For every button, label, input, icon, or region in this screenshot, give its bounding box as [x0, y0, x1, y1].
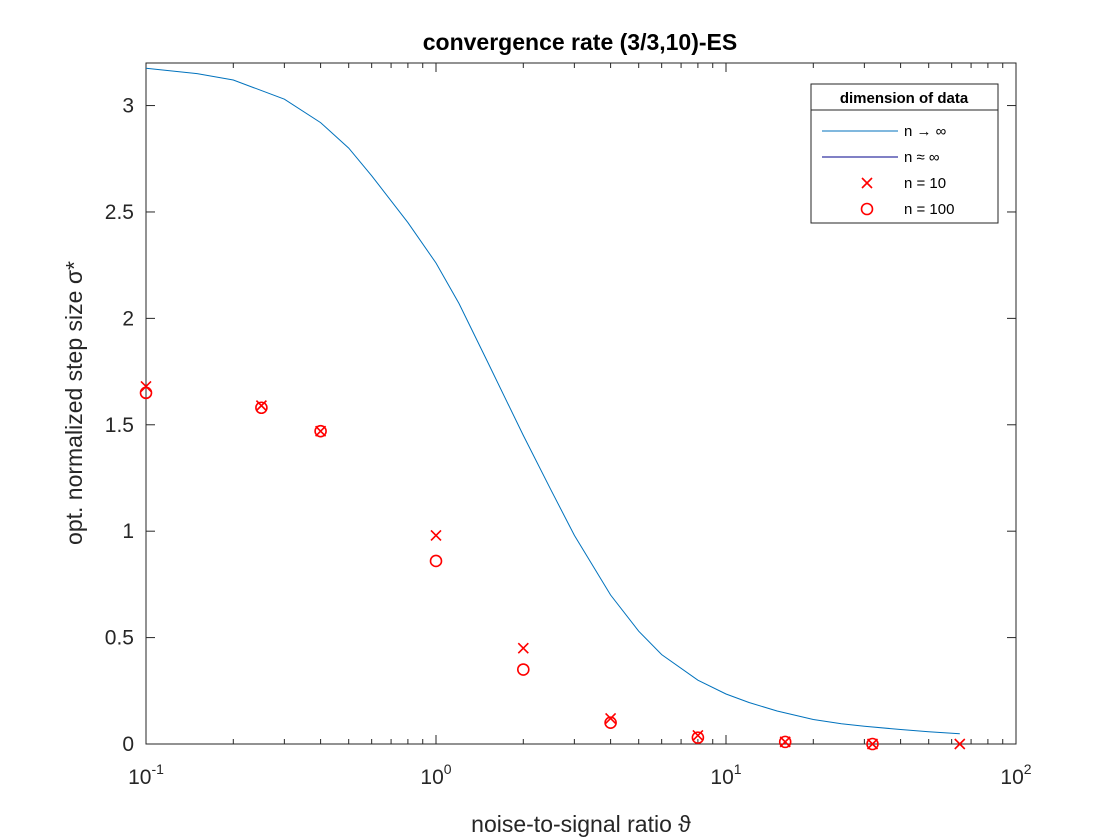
data-point-circle-marker [139, 386, 153, 400]
x-minor-ticks [232, 63, 1004, 744]
y-tick-label: 2.5 [105, 201, 134, 224]
legend-label: n = 10 [904, 175, 946, 192]
data-point-x-marker [140, 380, 152, 393]
data-point-circle-marker [604, 716, 617, 730]
x-tick-label: 100 [420, 761, 451, 789]
x-tick-label-exponent: -1 [151, 761, 164, 777]
chart-title: convergence rate (3/3,10)-ES [423, 29, 737, 55]
data-point-x-marker [954, 738, 966, 750]
data-point-x-marker [517, 642, 529, 654]
x-tick-label: 10-1 [128, 761, 164, 789]
data-point-x-marker [255, 400, 267, 412]
data-point-circle-marker [691, 731, 705, 744]
legend-label: n → ∞ [904, 123, 947, 140]
legend-box [810, 83, 999, 224]
plot-area: 10-1 100 101 102 00.511.522.53 [105, 62, 1032, 789]
data-point-circle-marker [778, 735, 792, 749]
data-point-x-marker [605, 712, 617, 725]
y-ticks: 0 0.5 1 1.5 2 2.5 3 [105, 95, 1016, 756]
x-tick-label-base: 10 [1000, 766, 1023, 789]
y-tick-label: 0.5 [105, 627, 134, 650]
legend-x-marker [861, 177, 873, 189]
x-tick-label-base: 10 [420, 766, 443, 789]
x-tick-label-exponent: 2 [1024, 761, 1032, 777]
y-tick-label: 0 [122, 733, 134, 756]
legend-label: n = 100 [904, 201, 954, 218]
y-tick-label: 2 [122, 307, 134, 330]
legend-entries: n → ∞ n ≈ ∞ n = 10 n = 100 [822, 123, 954, 218]
series-line [145, 67, 960, 735]
x-tick-label: 102 [1000, 761, 1031, 789]
x-axis-label: noise-to-signal ratio ϑ [471, 811, 691, 837]
x-tick-label-exponent: 1 [734, 761, 742, 777]
data-point-circle-marker [255, 401, 268, 415]
legend-label: n ≈ ∞ [904, 149, 940, 166]
data-point-circle-marker [429, 554, 443, 568]
x-major-ticks: 10-1 100 101 102 [128, 63, 1032, 789]
x-tick-label: 101 [710, 761, 741, 789]
legend: dimension of data n → ∞ n ≈ ∞ n = 10 n = 10… [810, 83, 999, 224]
y-tick-label: 3 [122, 95, 134, 118]
x-tick-label-base: 10 [710, 766, 733, 789]
y-tick-label: 1.5 [105, 414, 134, 437]
data-point-x-marker [430, 529, 442, 542]
data-point-circle-marker [866, 737, 879, 751]
y-tick-label: 1 [122, 520, 134, 543]
legend-circle-marker [860, 202, 874, 216]
data-point-x-marker [692, 729, 704, 742]
x-tick-label-base: 10 [128, 766, 151, 789]
plot-frame [145, 62, 1017, 745]
series-layer [139, 67, 966, 751]
data-point-circle-marker [516, 663, 530, 676]
data-point-circle-marker [314, 424, 327, 438]
x-tick-label-exponent: 0 [444, 761, 452, 777]
legend-title: dimension of data [840, 90, 969, 107]
y-axis-label: opt. normalized step size σ* [61, 261, 87, 545]
